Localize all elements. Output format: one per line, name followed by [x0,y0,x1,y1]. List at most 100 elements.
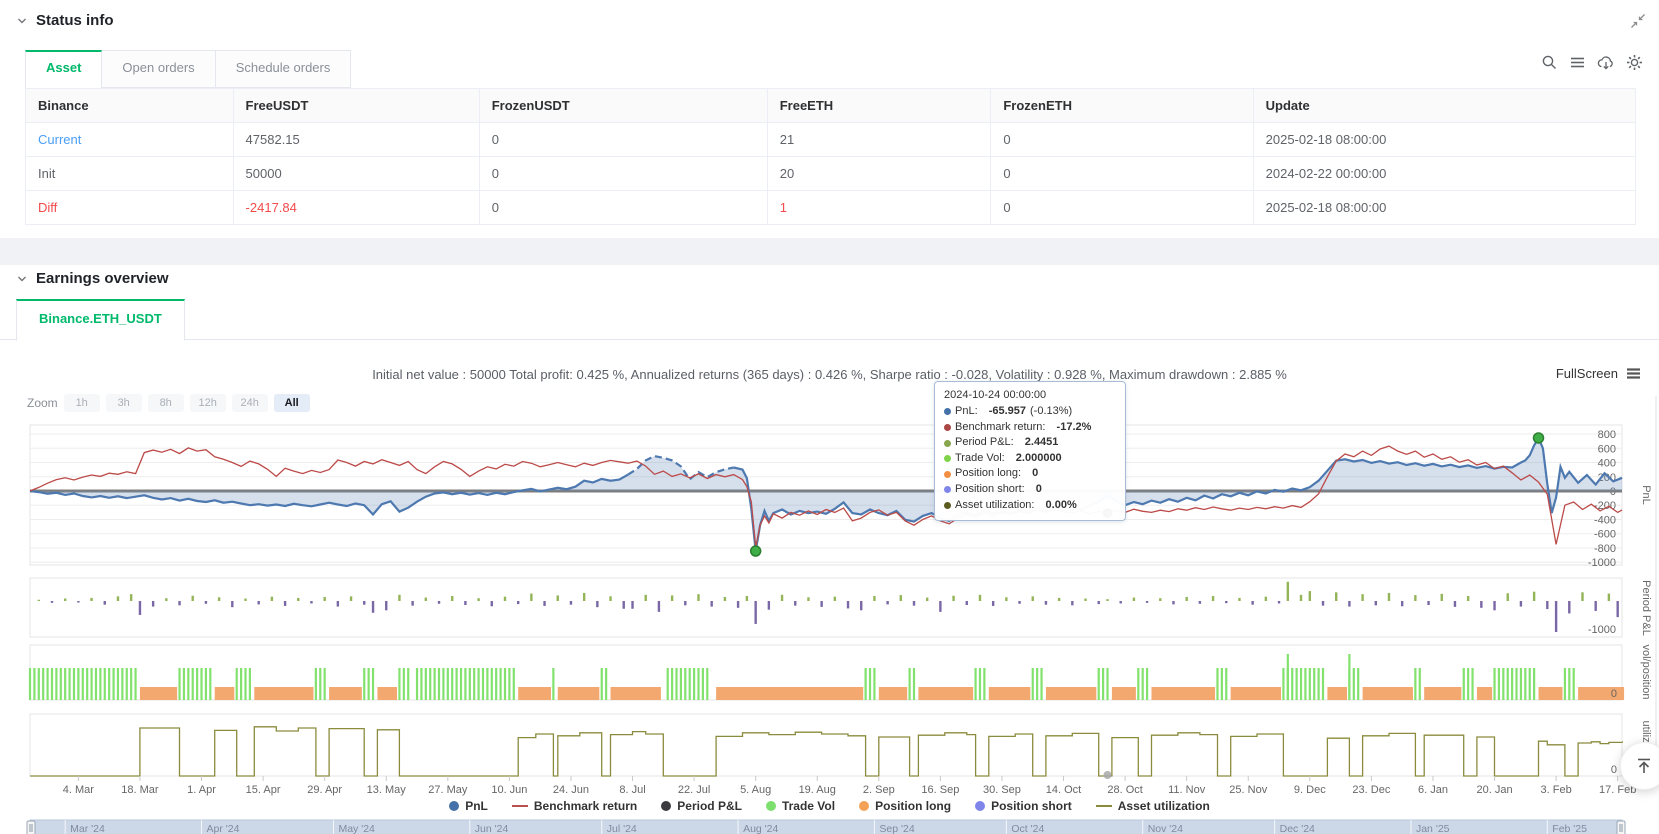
period-pl-bar [965,601,968,606]
position-long-block [716,687,864,700]
period-pl-bar [978,594,982,601]
legend-trade-vol[interactable]: Trade Vol [765,799,835,813]
period-pl-bar [723,596,727,601]
period-pl-bar [323,596,326,601]
chart-panel [29,424,1623,566]
pnl-line-dashed [627,454,734,481]
period-pl-bar [503,596,507,601]
period-pl-bar [952,595,955,601]
col-freeusdt: FreeUSDT [234,89,480,122]
legend-period-pl[interactable]: Period P&L [661,799,742,813]
trade-vol-bar [125,668,128,700]
cell-value: 0 [991,157,1254,190]
position-long-block [610,687,661,700]
trade-vol-bar [455,668,458,700]
list-icon[interactable] [1569,54,1586,71]
zoom-12h[interactable]: 12h [189,394,226,412]
position-long-block [1151,687,1216,700]
trade-vol-bar [873,668,876,700]
trade-vol-bar [59,668,62,700]
trade-vol-bar [1357,668,1360,700]
legend-asset-utilization[interactable]: Asset utilization [1095,799,1210,813]
period-pl-bar [1286,581,1290,601]
legend-position-long[interactable]: Position long [859,799,951,813]
fullscreen-label[interactable]: FullScreen [1555,366,1618,381]
trade-vol-bar [200,668,203,700]
legend-marker [661,801,672,811]
chevron-down-icon[interactable] [16,273,28,285]
earnings-tabbar: Binance.ETH_USDT [0,299,1659,341]
zoom-8h[interactable]: 8h [147,394,184,412]
legend-marker [449,801,460,811]
x-axis-label: 19. Aug [799,784,836,796]
search-icon[interactable] [1541,54,1558,71]
period-pl-bar [1211,596,1215,601]
cloud-download-icon[interactable] [1597,54,1615,71]
col-frozenusdt: FrozenUSDT [480,89,768,122]
x-axis-label: 11. Nov [1168,784,1206,796]
trade-vol-bar [37,668,40,700]
zoom-label: Zoom [27,396,58,410]
navigator-month-label: Dec '24 [1280,823,1315,834]
period-pl-bar [1031,596,1034,601]
period-pl-bar [451,596,454,601]
period-pl-bar [1427,601,1430,606]
back-to-top-button[interactable] [1620,742,1659,790]
fullscreen-control[interactable]: FullScreen [1556,366,1641,381]
trade-vol-bar [1291,668,1294,700]
gear-icon[interactable] [1626,54,1643,71]
period-pl-bar [165,598,168,601]
trade-vol-bar [1137,668,1140,700]
collapse-icon[interactable] [1630,13,1646,29]
series-dot [944,501,951,509]
chevron-down-icon[interactable] [16,15,28,27]
period-pl-bar [1400,601,1404,607]
cell-value: -2417.84 [234,191,480,224]
zoom-all[interactable]: All [273,394,310,412]
legend-position-short[interactable]: Position short [975,799,1072,813]
x-axis-label: 3. Feb [1541,784,1572,796]
period-pl-bar [1071,601,1074,606]
zoom-3h[interactable]: 3h [105,394,142,412]
x-axis-label: 9. Dec [1294,784,1326,796]
y-axis-label: 600 [1598,443,1616,455]
trade-vol-bar [99,668,102,700]
period-pl-bar [899,595,903,601]
extreme-point-marker [749,545,762,557]
period-pl-bar [1616,601,1619,618]
position-long-block [1538,687,1563,700]
tab-binance-eth-usdt[interactable]: Binance.ETH_USDT [16,299,185,341]
trade-vol-bar [235,668,238,700]
trade-vol-bar [55,668,58,700]
cell-value: 0 [991,123,1254,156]
trade-vol-bar [1036,668,1039,700]
tooltip-row: PnL: -65.957 (-0.13%) [944,404,1116,420]
trade-vol-bar [481,668,485,700]
trade-vol-bar [64,668,67,700]
legend-marker [511,805,528,807]
period-pl-bar [710,601,713,607]
tab-asset[interactable]: Asset [25,50,103,89]
position-long-block [1111,687,1136,700]
tab-open-orders[interactable]: Open orders [102,50,216,88]
cell-value: 20 [768,157,992,190]
navigator-month-label: Aug '24 [743,823,778,834]
period-pl-bar [886,601,889,605]
y-axis-label: -800 [1594,543,1616,555]
x-axis-label: 30. Sep [983,784,1021,796]
trade-vol-bar [46,668,49,700]
tooltip-label: Position long: [955,467,1022,480]
trade-vol-bar [108,668,111,700]
chart-menu-icon[interactable] [1626,367,1641,380]
row-label-current[interactable]: Current [26,123,234,156]
legend-benchmark[interactable]: Benchmark return [511,799,637,813]
x-axis-label: 20. Jan [1476,784,1512,796]
zoom-24h[interactable]: 24h [231,394,268,412]
trade-vol-bar [1348,654,1351,700]
period-pl-bar [50,601,54,603]
tab-schedule-orders[interactable]: Schedule orders [215,50,352,88]
legend-pnl[interactable]: PnL [449,799,488,813]
period-pl-bar [244,598,247,601]
trade-vol-bar [1286,654,1289,700]
zoom-1h[interactable]: 1h [63,394,100,412]
